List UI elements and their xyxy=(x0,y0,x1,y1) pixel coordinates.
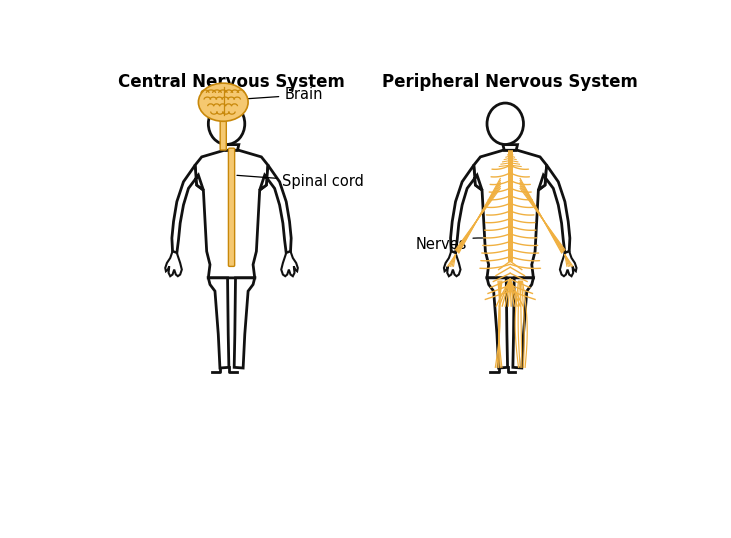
Polygon shape xyxy=(444,251,461,276)
Ellipse shape xyxy=(208,103,245,145)
Text: Spinal cord: Spinal cord xyxy=(237,174,364,189)
Ellipse shape xyxy=(198,83,248,121)
Polygon shape xyxy=(281,251,298,276)
FancyBboxPatch shape xyxy=(228,148,235,266)
Polygon shape xyxy=(172,165,203,253)
Polygon shape xyxy=(560,251,577,276)
Text: Peripheral Nervous System: Peripheral Nervous System xyxy=(382,73,638,90)
Polygon shape xyxy=(234,278,254,368)
Polygon shape xyxy=(260,165,291,253)
Polygon shape xyxy=(208,278,229,368)
Polygon shape xyxy=(165,251,182,276)
Polygon shape xyxy=(195,150,268,278)
Polygon shape xyxy=(539,165,570,253)
Text: Central Nervous System: Central Nervous System xyxy=(118,73,345,90)
Ellipse shape xyxy=(487,103,523,145)
Polygon shape xyxy=(450,165,482,253)
Text: Brain: Brain xyxy=(248,88,323,102)
Polygon shape xyxy=(224,145,239,150)
Polygon shape xyxy=(513,278,534,368)
FancyBboxPatch shape xyxy=(220,115,227,150)
Text: Nerves: Nerves xyxy=(416,237,482,252)
Polygon shape xyxy=(487,278,507,368)
Polygon shape xyxy=(503,145,518,150)
Polygon shape xyxy=(474,150,547,278)
